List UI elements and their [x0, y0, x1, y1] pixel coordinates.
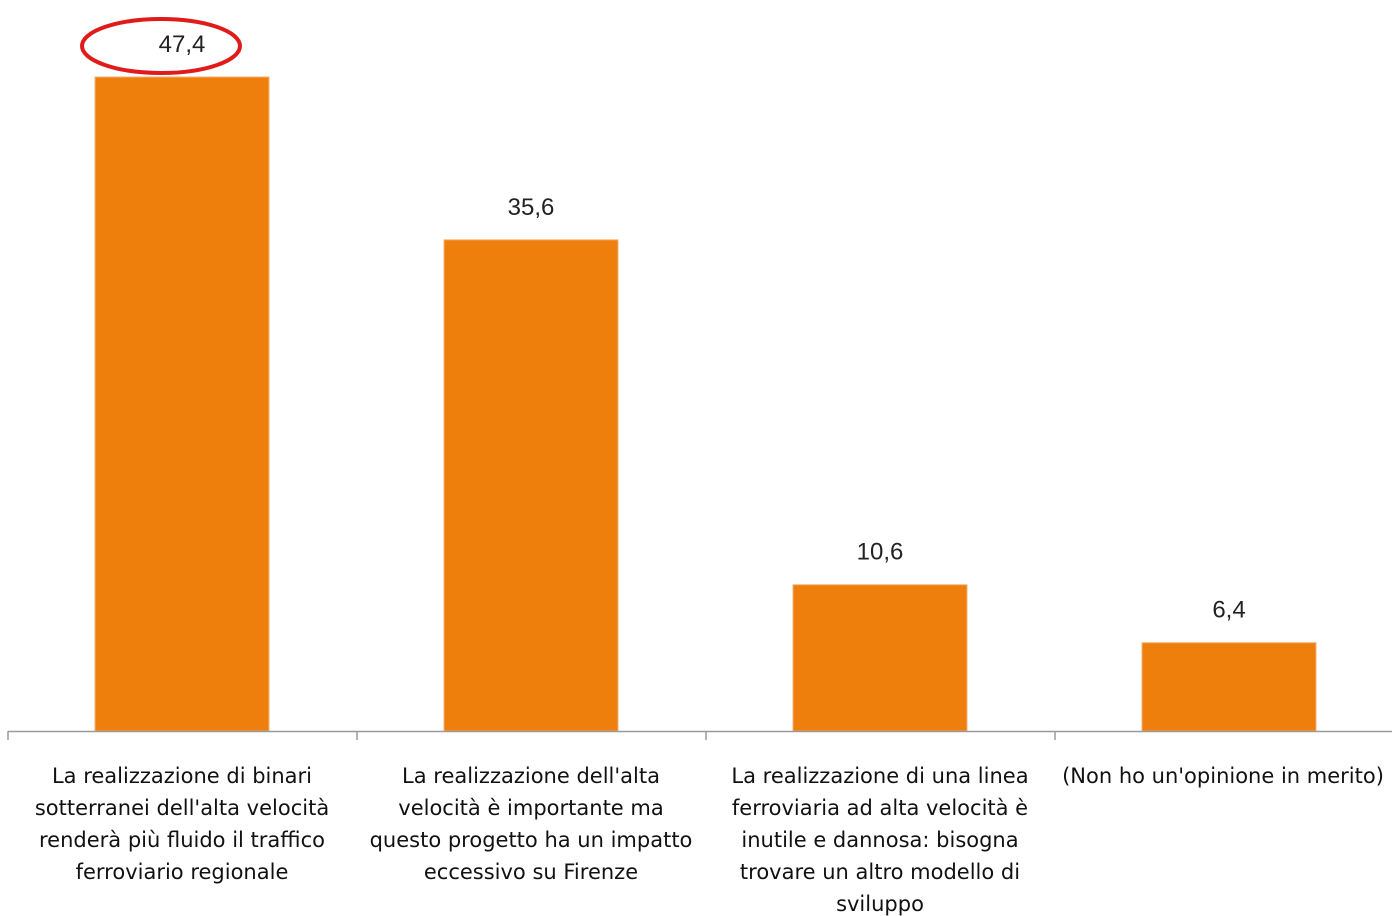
data-label: 35,6: [508, 194, 555, 221]
category-label: La realizzazione dell'alta: [402, 764, 660, 788]
bars-group: [94, 76, 1317, 732]
bar: [443, 239, 619, 732]
category-label: velocità è importante ma: [398, 796, 663, 820]
category-label: renderà più fluido il traffico: [39, 828, 325, 852]
highlight-group: [80, 17, 242, 75]
data-label: 6,4: [1212, 597, 1245, 624]
data-label: 47,4: [159, 31, 206, 58]
category-label: sotterranei dell'alta velocità: [35, 796, 329, 820]
data-label: 10,6: [857, 539, 904, 566]
category-label: (Non ho un'opinione in merito): [1062, 764, 1384, 788]
bar: [792, 584, 968, 732]
category-label: trovare un altro modello di: [740, 860, 1020, 884]
category-label: inutile e dannosa: bisogna: [741, 828, 1018, 852]
category-labels-group: La realizzazione di binari sotterranei de…: [35, 764, 1384, 916]
bar: [1141, 642, 1317, 732]
category-label: sviluppo: [836, 892, 924, 916]
category-label: La realizzazione di binari: [52, 764, 312, 788]
value-labels-group: 47,4 35,6 10,6 6,4: [159, 31, 1246, 624]
category-label: La realizzazione di una linea: [731, 764, 1028, 788]
x-axis: [7, 730, 1392, 740]
category-label: eccessivo su Firenze: [424, 860, 638, 884]
bar: [94, 76, 270, 732]
category-label: questo progetto ha un impatto: [370, 828, 693, 852]
highlight-circle: [80, 17, 242, 75]
category-label: ferroviario regionale: [76, 860, 289, 884]
category-label: ferroviaria ad alta velocità è: [732, 796, 1028, 820]
